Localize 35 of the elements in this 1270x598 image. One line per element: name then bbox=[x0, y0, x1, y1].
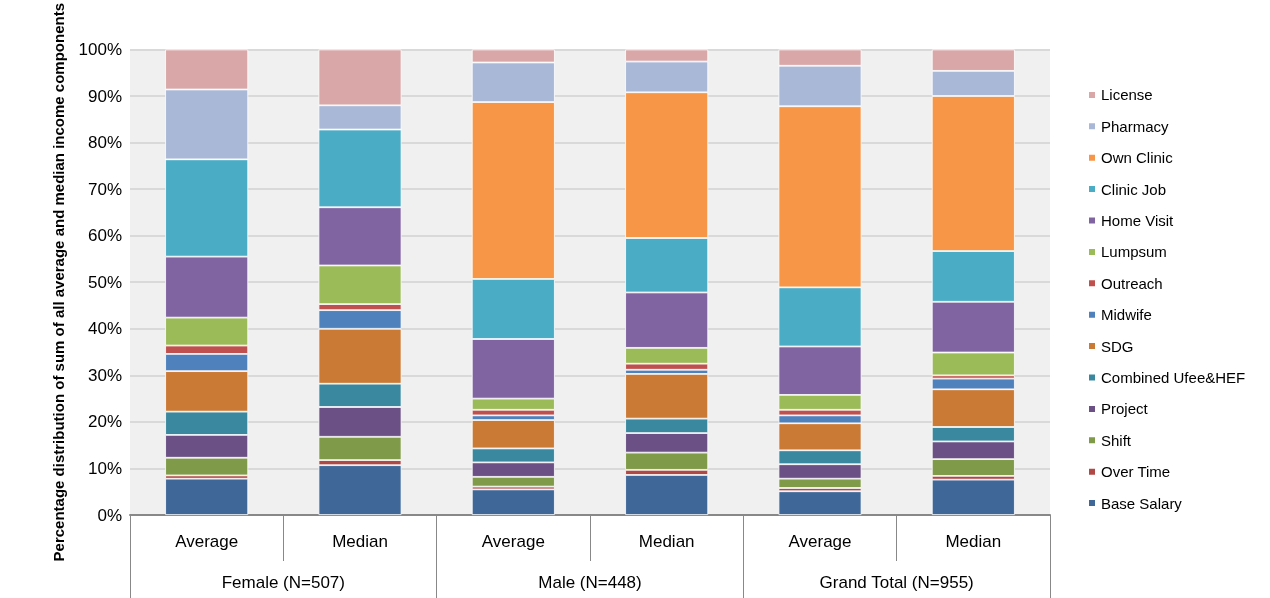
legend-label: Lumpsum bbox=[1101, 243, 1167, 261]
legend-label: Own Clinic bbox=[1101, 149, 1174, 167]
x-tick-label: Median bbox=[332, 532, 388, 551]
legend-label: License bbox=[1101, 86, 1153, 104]
y-tick-label: 100% bbox=[78, 39, 122, 59]
y-tick-label: 80% bbox=[87, 133, 122, 153]
legend-label: Outreach bbox=[1101, 274, 1163, 292]
y-tick-label: 30% bbox=[87, 365, 122, 385]
legend-label: Over Time bbox=[1101, 463, 1171, 481]
legend-label: Pharmacy bbox=[1101, 117, 1170, 135]
legend-label: SDG bbox=[1101, 337, 1134, 355]
y-tick-label: 70% bbox=[87, 179, 122, 199]
x-tick-label: Average bbox=[175, 532, 239, 551]
legend-label: Combined Ufee&HEF bbox=[1101, 369, 1246, 386]
legend-label: Home Visit bbox=[1101, 212, 1175, 229]
x-tick-label: Median bbox=[945, 532, 1002, 551]
y-tick-label: 60% bbox=[87, 226, 122, 246]
text: Male (N=448) bbox=[538, 573, 642, 592]
text: Grand Total (N=955) bbox=[819, 573, 974, 592]
y-tick-label: 90% bbox=[87, 86, 122, 106]
legend-label: Project bbox=[1101, 400, 1149, 418]
x-tick-label: Average bbox=[788, 532, 852, 551]
y-tick-label: 50% bbox=[87, 272, 122, 292]
y-tick-label: 0% bbox=[97, 505, 122, 525]
legend-label: Clinic Job bbox=[1101, 180, 1167, 198]
y-tick-label: 20% bbox=[87, 412, 122, 432]
text: Female (N=507) bbox=[221, 573, 345, 592]
legend-label: Shift bbox=[1101, 431, 1132, 449]
y-tick-label: 10% bbox=[87, 458, 122, 478]
x-tick-label: Average bbox=[481, 532, 545, 551]
y-axis-title: Percentage distribution of sum of all average and median income components bbox=[49, 3, 67, 562]
legend-label: Midwife bbox=[1101, 306, 1152, 324]
x-tick-label: Median bbox=[638, 532, 695, 551]
legend-label: Base Salary bbox=[1101, 494, 1183, 512]
y-tick-label: 40% bbox=[87, 319, 122, 339]
